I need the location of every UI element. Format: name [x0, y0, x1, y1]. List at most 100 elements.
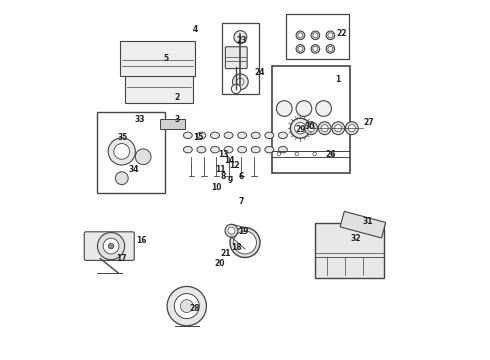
Text: 11: 11: [215, 165, 225, 174]
Circle shape: [308, 125, 315, 132]
Circle shape: [328, 33, 333, 38]
Circle shape: [103, 238, 119, 254]
Circle shape: [180, 300, 193, 312]
Ellipse shape: [265, 132, 274, 139]
Circle shape: [321, 125, 328, 132]
Text: 19: 19: [238, 227, 248, 236]
Text: 28: 28: [190, 304, 200, 313]
Circle shape: [326, 31, 335, 40]
Ellipse shape: [183, 132, 192, 139]
Circle shape: [335, 125, 342, 132]
Circle shape: [114, 144, 130, 159]
Circle shape: [313, 46, 318, 51]
Text: 10: 10: [211, 183, 221, 192]
Text: 3: 3: [174, 115, 180, 124]
FancyBboxPatch shape: [160, 118, 185, 129]
Circle shape: [225, 224, 238, 237]
Ellipse shape: [278, 132, 287, 139]
Text: 4: 4: [193, 26, 197, 35]
Circle shape: [276, 101, 292, 116]
Circle shape: [298, 46, 303, 51]
Text: 26: 26: [325, 150, 336, 159]
Text: 33: 33: [134, 115, 145, 124]
Circle shape: [331, 152, 334, 156]
Ellipse shape: [278, 147, 287, 153]
Circle shape: [135, 149, 151, 165]
Circle shape: [98, 233, 124, 260]
Ellipse shape: [211, 132, 220, 139]
Polygon shape: [340, 211, 386, 238]
Circle shape: [316, 101, 331, 116]
Circle shape: [291, 118, 310, 138]
Text: 23: 23: [236, 36, 246, 45]
Circle shape: [326, 45, 335, 53]
Text: 20: 20: [215, 260, 225, 269]
Text: 15: 15: [194, 132, 204, 141]
Circle shape: [296, 101, 312, 116]
Circle shape: [311, 45, 319, 53]
Ellipse shape: [197, 147, 206, 153]
Ellipse shape: [238, 132, 246, 139]
Text: 29: 29: [295, 126, 306, 135]
Circle shape: [348, 125, 355, 132]
Circle shape: [108, 138, 135, 165]
Ellipse shape: [211, 147, 220, 153]
Text: 21: 21: [220, 249, 231, 258]
Text: 34: 34: [129, 165, 140, 174]
Ellipse shape: [238, 147, 246, 153]
Ellipse shape: [224, 132, 233, 139]
Ellipse shape: [197, 132, 206, 139]
Circle shape: [108, 243, 114, 249]
Text: 13: 13: [219, 150, 229, 159]
Text: 30: 30: [304, 122, 315, 131]
FancyBboxPatch shape: [286, 14, 348, 59]
Circle shape: [332, 122, 344, 135]
Text: 1: 1: [335, 76, 341, 85]
Circle shape: [318, 122, 331, 135]
FancyBboxPatch shape: [222, 23, 259, 94]
Ellipse shape: [251, 132, 260, 139]
Ellipse shape: [224, 147, 233, 153]
FancyBboxPatch shape: [272, 66, 350, 173]
Text: 9: 9: [228, 176, 233, 185]
Text: 17: 17: [117, 254, 127, 263]
Text: 31: 31: [363, 217, 373, 226]
Text: 22: 22: [336, 29, 347, 38]
Circle shape: [234, 31, 247, 44]
FancyBboxPatch shape: [225, 47, 247, 68]
Circle shape: [228, 227, 235, 234]
Circle shape: [305, 122, 318, 135]
Circle shape: [313, 152, 317, 156]
Text: 27: 27: [363, 118, 373, 127]
Text: 16: 16: [136, 236, 147, 245]
Circle shape: [328, 46, 333, 51]
Text: 18: 18: [231, 243, 242, 252]
Circle shape: [234, 231, 256, 254]
FancyBboxPatch shape: [120, 41, 195, 76]
Text: 24: 24: [254, 68, 265, 77]
Text: 32: 32: [350, 234, 361, 243]
Text: 14: 14: [223, 156, 234, 165]
Text: 2: 2: [174, 93, 180, 102]
Circle shape: [311, 31, 319, 40]
Circle shape: [313, 33, 318, 38]
Circle shape: [296, 45, 305, 53]
Circle shape: [294, 122, 306, 134]
Circle shape: [174, 294, 199, 319]
FancyBboxPatch shape: [97, 112, 165, 193]
Circle shape: [345, 122, 358, 135]
Circle shape: [237, 78, 244, 85]
Circle shape: [277, 152, 281, 156]
FancyBboxPatch shape: [315, 223, 384, 278]
Ellipse shape: [251, 147, 260, 153]
Text: 35: 35: [118, 132, 128, 141]
Circle shape: [232, 74, 248, 90]
Circle shape: [296, 31, 305, 40]
Text: 7: 7: [239, 197, 244, 206]
Text: 12: 12: [229, 161, 240, 170]
Circle shape: [230, 228, 260, 257]
Ellipse shape: [183, 147, 192, 153]
Text: 8: 8: [221, 172, 226, 181]
Circle shape: [298, 33, 303, 38]
Circle shape: [231, 84, 241, 94]
